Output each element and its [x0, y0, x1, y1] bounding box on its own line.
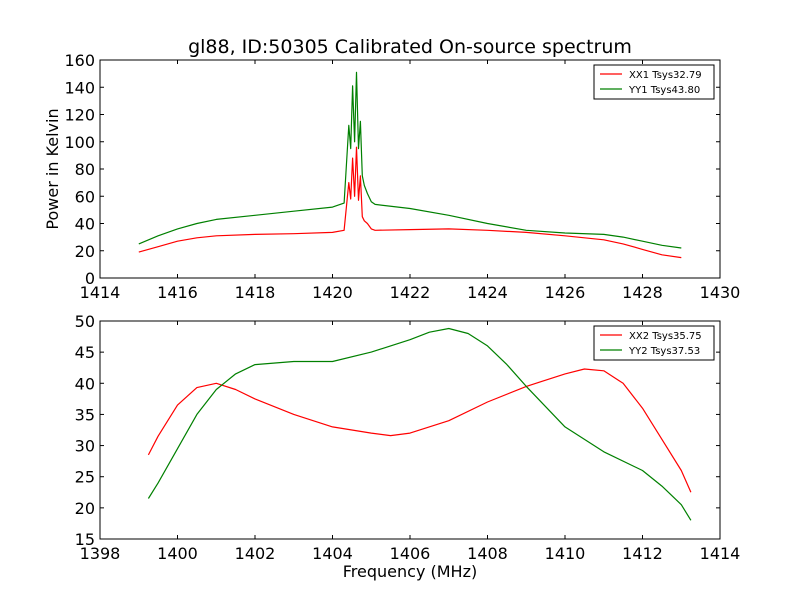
top-x-tick-label: 1420: [312, 283, 353, 302]
bottom-series-line-2: [147, 327, 692, 521]
top-x-tick-label: 1430: [700, 283, 741, 302]
bottom-x-axis-label: Frequency (MHz): [343, 562, 477, 581]
top-y-axis-label: Power in Kelvin: [43, 108, 62, 229]
bottom-y-tick-label: 50: [75, 312, 95, 331]
top-series-line-2: [138, 71, 682, 249]
top-spectrum-axes: 1414 1416 1418 1420 1422 1424 1426 1428 1430 0 20…: [43, 36, 740, 302]
top-legend-label-yy1: YY1 Tsys43.80: [628, 85, 700, 96]
bottom-spectrum-axes: 1398 1400 1402 1404 1406 1408 1410 1412 1414 15 2…: [75, 312, 741, 581]
top-x-tick-label: 1422: [390, 283, 431, 302]
top-y-tick-label: 0: [85, 269, 95, 288]
bottom-y-tick-label: 20: [75, 499, 95, 518]
bottom-y-ticks: 15 20 25 30 35 40 45 50: [75, 312, 720, 549]
bottom-y-tick-label: 45: [75, 343, 95, 362]
bottom-x-ticks: 1398 1400 1402 1404 1406 1408 1410 1412 1414: [80, 321, 741, 563]
bottom-y-tick-label: 15: [75, 530, 95, 549]
bottom-x-tick-label: 1410: [545, 544, 586, 563]
top-x-tick-label: 1414: [80, 283, 121, 302]
bottom-x-tick-label: 1404: [312, 544, 353, 563]
bottom-legend: XX2 Tsys35.75 YY2 Tsys37.53: [593, 325, 715, 361]
top-x-ticks: 1414 1416 1418 1420 1422 1424 1426 1428 1430: [80, 60, 741, 302]
top-x-tick-label: 1418: [235, 283, 276, 302]
top-y-tick-label: 80: [75, 160, 95, 179]
top-series-line-1: [138, 146, 682, 259]
top-y-ticks: 0 20 40 60 80 100 120 140 160: [64, 51, 720, 288]
top-y-tick-label: 100: [64, 133, 95, 152]
bottom-legend-box: [593, 325, 715, 361]
bottom-x-tick-label: 1414: [700, 544, 741, 563]
bottom-series-line-1: [147, 368, 692, 493]
top-legend-box: [593, 64, 715, 100]
top-y-tick-label: 120: [64, 106, 95, 125]
bottom-x-tick-label: 1408: [467, 544, 508, 563]
bottom-x-tick-label: 1406: [390, 544, 431, 563]
bottom-x-tick-label: 1398: [80, 544, 121, 563]
top-chart-title: gl88, ID:50305 Calibrated On-source spec…: [188, 36, 632, 58]
bottom-legend-label-xx2: XX2 Tsys35.75: [629, 331, 702, 342]
top-y-tick-label: 20: [75, 242, 95, 261]
top-y-tick-label: 40: [75, 215, 95, 234]
top-legend: XX1 Tsys32.79 YY1 Tsys43.80: [593, 64, 715, 100]
top-y-tick-label: 160: [64, 51, 95, 70]
top-legend-label-xx1: XX1 Tsys32.79: [629, 70, 702, 81]
bottom-legend-label-yy2: YY2 Tsys37.53: [628, 346, 700, 357]
bottom-x-tick-label: 1412: [622, 544, 663, 563]
top-x-tick-label: 1424: [467, 283, 508, 302]
bottom-y-tick-label: 35: [75, 405, 95, 424]
bottom-y-tick-label: 40: [75, 374, 95, 393]
top-y-tick-label: 140: [64, 78, 95, 97]
bottom-y-tick-label: 25: [75, 468, 95, 487]
top-series-layer: [138, 71, 682, 259]
top-y-tick-label: 60: [75, 187, 95, 206]
bottom-series-layer: [147, 327, 692, 521]
bottom-y-tick-label: 30: [75, 437, 95, 456]
top-x-tick-label: 1426: [545, 283, 586, 302]
bottom-x-tick-label: 1402: [235, 544, 276, 563]
bottom-x-tick-label: 1400: [157, 544, 198, 563]
top-x-tick-label: 1428: [622, 283, 663, 302]
top-x-tick-label: 1416: [157, 283, 198, 302]
